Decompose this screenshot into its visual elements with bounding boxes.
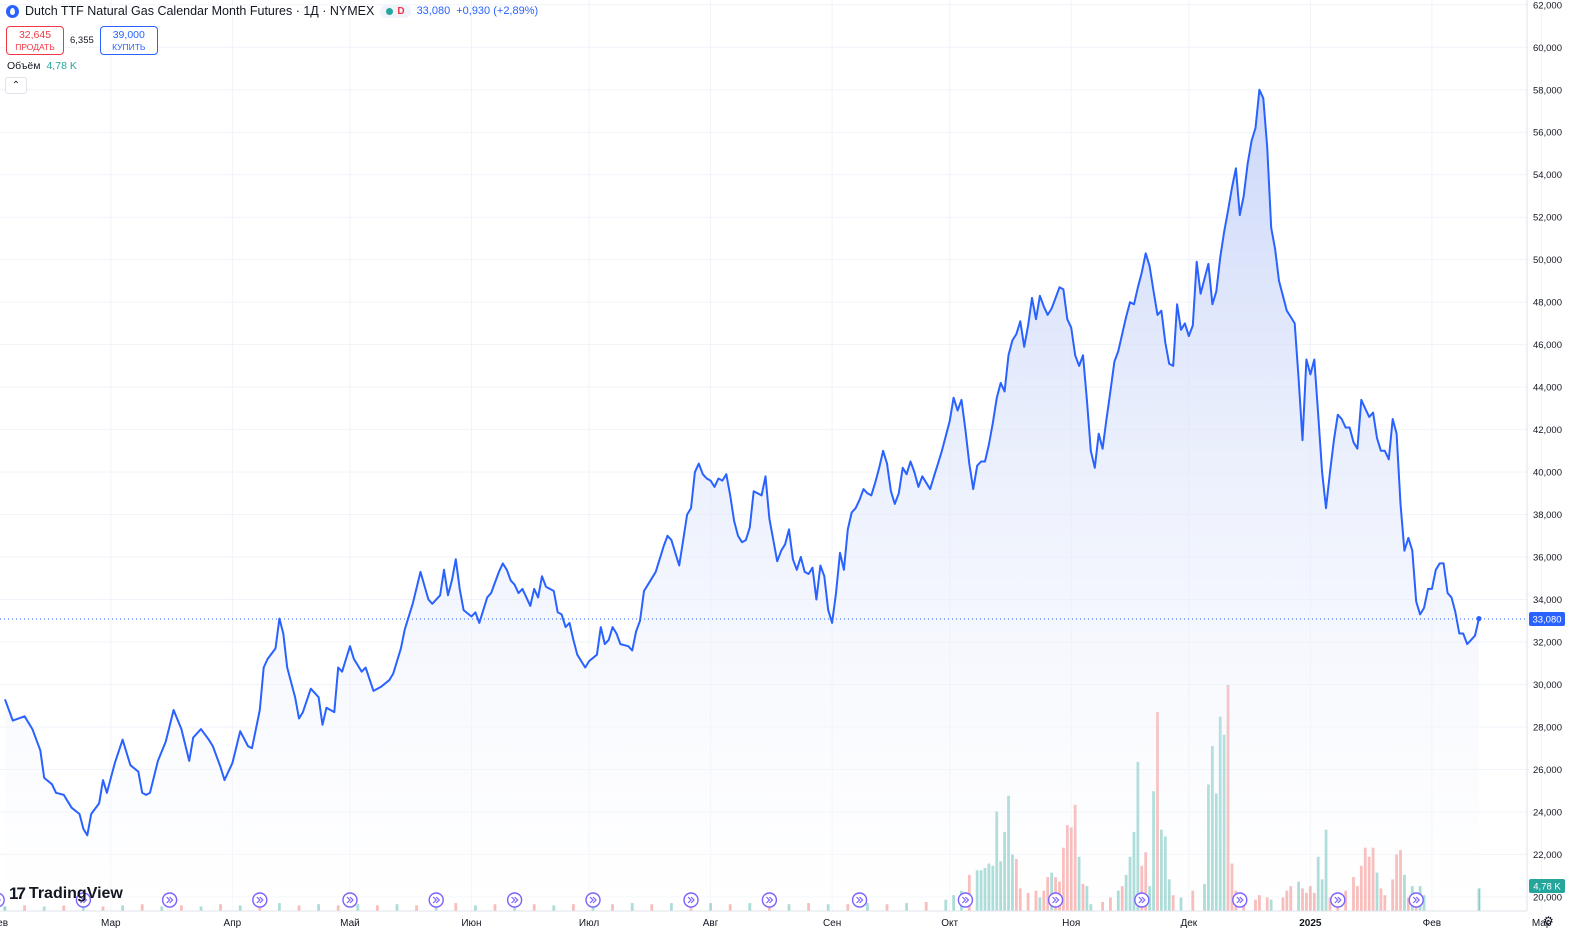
time-tick-label: Мар bbox=[1532, 918, 1552, 929]
price-line bbox=[4, 88, 1480, 837]
time-tick-label: 2025 bbox=[1299, 918, 1322, 929]
volume-legend[interactable]: Объём 4,78 K bbox=[7, 60, 77, 72]
volume-bar bbox=[1477, 888, 1481, 911]
dividend-arrow-glyph bbox=[687, 896, 695, 904]
price-tick-label: 26,000 bbox=[1533, 765, 1562, 776]
last-price-dot bbox=[1476, 616, 1482, 622]
volume-badge bbox=[1529, 879, 1565, 893]
sell-label: ПРОДАТЬ bbox=[15, 42, 55, 52]
price-tick-label: 20,000 bbox=[1533, 892, 1562, 903]
gear-icon[interactable]: ⚙ bbox=[1543, 914, 1554, 928]
time-axis: ев Мар Апр Май Июн Июл Авг Сен Окт Ноя Дек 2025 Фев М… bbox=[0, 918, 1552, 929]
dividend-arrow-glyph bbox=[856, 896, 864, 904]
dividend-arrow-glyph bbox=[1052, 896, 1060, 904]
last-price-badge bbox=[1529, 612, 1565, 627]
price-tick-label: 30,000 bbox=[1533, 680, 1562, 691]
dividend-arrow-glyph bbox=[961, 896, 970, 904]
price-tick-label: 44,000 bbox=[1533, 383, 1562, 394]
time-tick-label: Мар bbox=[101, 918, 121, 929]
volume-label: Объём bbox=[7, 60, 41, 72]
price-tick-label: 50,000 bbox=[1533, 255, 1562, 266]
status-letter: D bbox=[397, 5, 405, 17]
dividend-arrow-glyph bbox=[765, 896, 774, 904]
price-tick-label: 56,000 bbox=[1533, 128, 1562, 139]
price-tick-label: 40,000 bbox=[1533, 468, 1562, 479]
flame-icon bbox=[6, 4, 19, 18]
buy-price: 39,000 bbox=[112, 29, 145, 41]
price-axis: 20,000 22,000 24,000 26,000 28,000 30,000 32,0… bbox=[1533, 0, 1562, 903]
dividend-arrow-glyph bbox=[1412, 896, 1421, 904]
time-tick-label: Апр bbox=[224, 918, 242, 929]
time-tick-label: Ноя bbox=[1062, 918, 1080, 929]
dividend-arrow-glyph bbox=[79, 896, 88, 904]
dividend-arrow-glyph bbox=[511, 896, 519, 904]
trade-panel: 32,645 ПРОДАТЬ 6,355 39,000 КУПИТЬ bbox=[6, 26, 158, 55]
price-area bbox=[5, 89, 1479, 912]
price-tick-label: 28,000 bbox=[1533, 722, 1562, 733]
price-tick-label: 46,000 bbox=[1533, 340, 1562, 351]
price-tick-label: 24,000 bbox=[1533, 807, 1562, 818]
chart-header: Dutch TTF Natural Gas Calendar Month Fut… bbox=[6, 4, 538, 18]
price-tick-label: 52,000 bbox=[1533, 213, 1562, 224]
time-tick-label: Июл bbox=[579, 918, 599, 929]
status-dot-icon bbox=[386, 7, 394, 15]
price-tick-label: 38,000 bbox=[1533, 510, 1562, 521]
buy-label: КУПИТЬ bbox=[112, 42, 146, 52]
dividend-arrow-glyph bbox=[1138, 896, 1146, 904]
tradingview-logo[interactable]: 17 TradingView bbox=[9, 884, 123, 904]
price-tick-label: 62,000 bbox=[1533, 0, 1562, 11]
symbol-title[interactable]: Dutch TTF Natural Gas Calendar Month Fut… bbox=[25, 4, 375, 18]
last-price-badge-label: 33,080 bbox=[1532, 615, 1561, 626]
chevron-up-icon[interactable]: ⌃ bbox=[5, 77, 27, 94]
time-tick-label: Авг bbox=[703, 918, 719, 929]
time-tick-label: Фев bbox=[1423, 918, 1441, 929]
dividend-arrow-glyph bbox=[589, 896, 597, 904]
time-tick-label: ев bbox=[0, 918, 8, 929]
logo-text: TradingView bbox=[28, 885, 123, 902]
price-tick-label: 36,000 bbox=[1533, 553, 1562, 564]
sell-price: 32,645 bbox=[18, 29, 52, 41]
volume-badge-label: 4,78 K bbox=[1533, 882, 1561, 893]
dividend-arrow-glyph bbox=[346, 896, 354, 904]
market-status[interactable]: D bbox=[380, 4, 411, 18]
dividend-arrow-glyph bbox=[166, 896, 174, 904]
time-tick-label: Сен bbox=[823, 918, 841, 929]
price-tick-label: 22,000 bbox=[1533, 850, 1562, 861]
price-tick-label: 60,000 bbox=[1533, 43, 1562, 54]
time-tick-label: Окт bbox=[941, 918, 958, 929]
spread-value: 6,355 bbox=[70, 35, 94, 46]
dividend-arrow-glyph bbox=[1334, 896, 1342, 904]
time-tick-label: Июн bbox=[461, 918, 481, 929]
time-tick-label: Май bbox=[340, 918, 360, 929]
price-tick-label: 32,000 bbox=[1533, 638, 1562, 649]
logo-mark: 17 bbox=[9, 884, 26, 903]
time-tick-label: Дек bbox=[1180, 918, 1197, 929]
dividend-arrow-glyph bbox=[256, 896, 264, 904]
sell-button[interactable]: 32,645 ПРОДАТЬ bbox=[6, 26, 64, 55]
last-price-value: 33,080 bbox=[416, 5, 451, 17]
price-tick-label: 54,000 bbox=[1533, 170, 1562, 181]
dividend-arrow-glyph bbox=[1236, 896, 1244, 904]
price-change: +0,930 (+2,89%) bbox=[456, 5, 539, 17]
price-tick-label: 42,000 bbox=[1533, 425, 1562, 436]
price-tick-label: 58,000 bbox=[1533, 85, 1562, 96]
dividend-arrow-icon bbox=[0, 892, 5, 908]
dividend-arrow-glyph bbox=[432, 896, 441, 904]
volume-value: 4,78 K bbox=[46, 60, 77, 72]
price-tick-label: 34,000 bbox=[1533, 595, 1562, 606]
buy-button[interactable]: 39,000 КУПИТЬ bbox=[99, 26, 158, 55]
event-markers bbox=[0, 892, 1424, 908]
price-tick-label: 48,000 bbox=[1533, 298, 1562, 309]
